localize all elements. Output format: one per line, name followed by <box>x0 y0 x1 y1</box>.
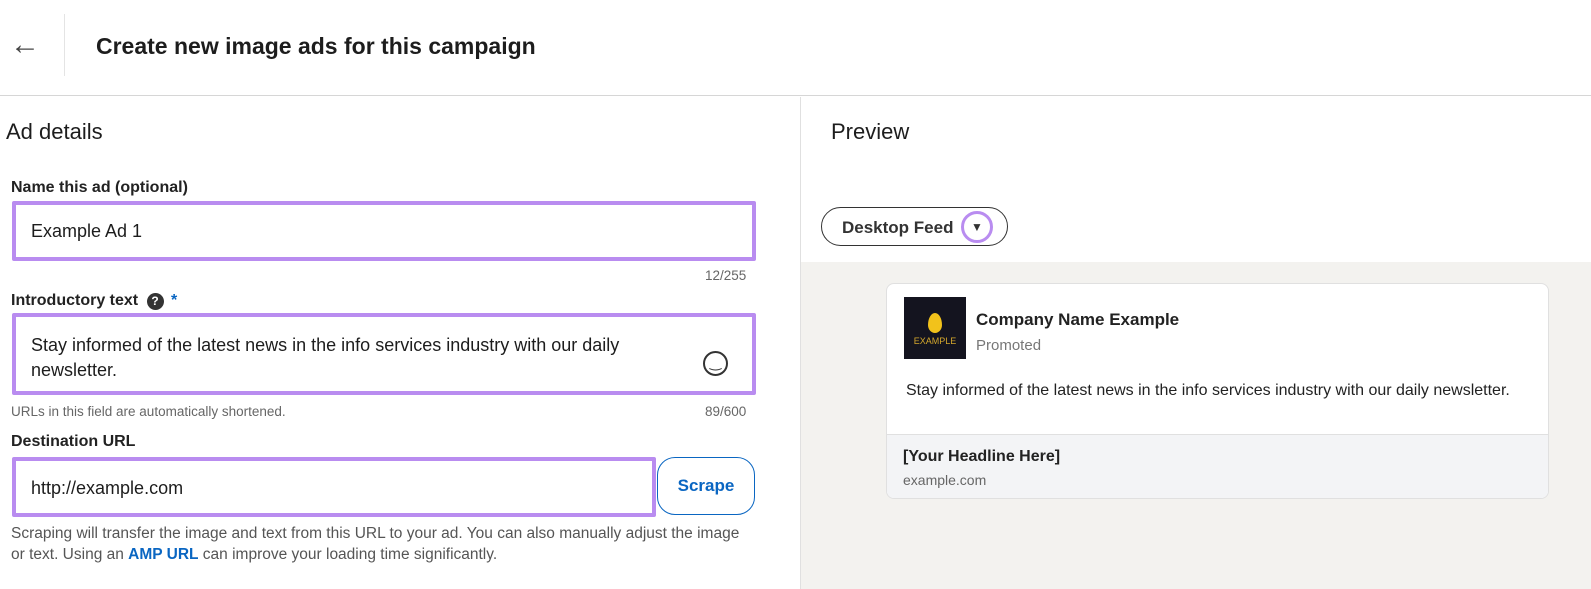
required-marker: * <box>171 292 178 309</box>
intro-text-value: Stay informed of the latest news in the … <box>31 335 620 380</box>
flame-icon <box>928 313 942 333</box>
emoji-icon[interactable]: ‿ <box>703 351 728 376</box>
divider <box>800 97 801 589</box>
intro-char-count: 89/600 <box>705 404 747 419</box>
url-value: http://example.com <box>31 478 184 498</box>
headline-bar[interactable]: [Your Headline Here] example.com <box>887 434 1548 498</box>
company-logo: EXAMPLE <box>904 297 966 359</box>
divider <box>64 14 65 76</box>
ad-name-value: Example Ad 1 <box>31 221 143 241</box>
preview-heading: Preview <box>831 119 910 144</box>
chevron-down-icon[interactable]: ▼ <box>961 211 993 243</box>
feed-select[interactable]: Desktop Feed <box>821 207 1008 246</box>
name-char-count: 12/255 <box>705 268 747 283</box>
page-title: Create new image ads for this campaign <box>96 33 536 59</box>
help-icon[interactable]: ? <box>146 293 164 310</box>
page-header <box>0 0 1591 96</box>
ad-headline: [Your Headline Here] <box>903 448 1061 465</box>
url-label: Destination URL <box>11 433 136 450</box>
scrape-help: Scraping will transfer the image and tex… <box>11 523 741 565</box>
ad-name-input[interactable]: Example Ad 1 <box>12 201 756 261</box>
intro-label-text: Introductory text <box>11 292 139 309</box>
ad-details-heading: Ad details <box>6 119 103 144</box>
intro-label: Introductory text ? * <box>11 292 177 310</box>
ad-body-text: Stay informed of the latest news in the … <box>906 382 1510 399</box>
intro-text-input[interactable]: Stay informed of the latest news in the … <box>12 313 756 395</box>
intro-hint: URLs in this field are automatically sho… <box>11 404 286 419</box>
destination-url-input[interactable]: http://example.com <box>12 457 656 517</box>
scrape-button[interactable]: Scrape <box>657 457 755 515</box>
logo-text: EXAMPLE <box>913 336 957 346</box>
feed-select-value: Desktop Feed <box>842 218 954 237</box>
arrow-left-icon[interactable]: ← <box>10 28 40 61</box>
promoted-label: Promoted <box>976 337 1042 354</box>
scrape-help-text-2: can improve your loading time significan… <box>198 546 498 563</box>
scrape-help-text: Scraping will transfer the image and tex… <box>11 525 740 563</box>
company-name[interactable]: Company Name Example <box>976 310 1180 329</box>
name-label: Name this ad (optional) <box>11 179 188 196</box>
ad-preview-card: EXAMPLE Company Name Example Promoted St… <box>886 283 1549 499</box>
amp-url-link[interactable]: AMP URL <box>128 546 199 563</box>
ad-domain: example.com <box>903 472 987 488</box>
